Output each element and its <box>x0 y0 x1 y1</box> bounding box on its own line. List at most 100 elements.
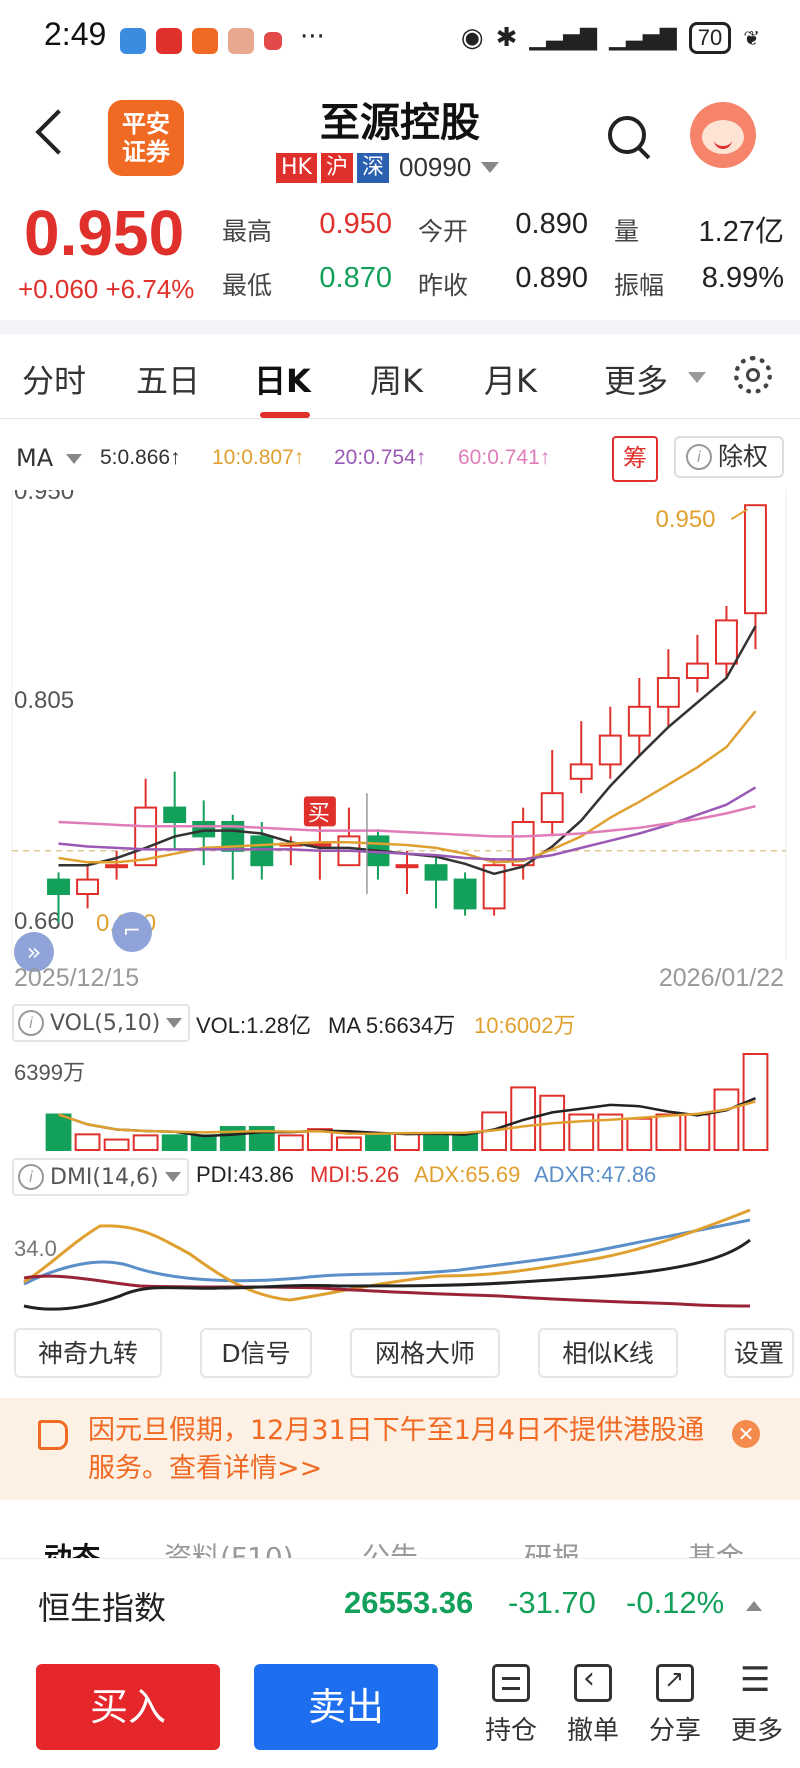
grid-master-button[interactable]: 网格大师 <box>350 1328 500 1378</box>
index-change: -31.70 <box>508 1585 596 1620</box>
quote-panel: 0.950 +0.060 +6.74% 最高 0.950 今开 0.890 量 1.27亿… <box>0 196 800 320</box>
index-value: 26553.36 <box>344 1585 474 1620</box>
ma60-value: 60:0.741↑ <box>458 446 551 469</box>
mdi-line <box>23 1274 751 1308</box>
candle-body <box>105 864 129 869</box>
candle-body <box>598 734 622 766</box>
settings-button[interactable]: 设置 <box>724 1328 794 1378</box>
avatar-app-icon <box>228 28 254 54</box>
volume-chart[interactable]: 6399万 <box>0 1042 800 1152</box>
candle-body <box>569 763 593 780</box>
tag-shanghai: 沪 <box>320 152 353 183</box>
magic-nine-button[interactable]: 神奇九转 <box>14 1328 162 1378</box>
ma5-value: 5:0.866↑ <box>100 446 181 469</box>
vol-ma5: MA 5:6634万 <box>328 1013 456 1038</box>
ma60-line <box>58 804 756 838</box>
adx-line <box>23 1208 751 1302</box>
buy-button[interactable]: 买入 <box>36 1664 220 1750</box>
quote-value: 0.890 <box>515 262 588 294</box>
volume-bar <box>597 1113 624 1151</box>
volume-bar <box>161 1134 188 1151</box>
cancel-order-button[interactable]: 撤单 <box>552 1660 634 1747</box>
candle-body <box>482 864 506 910</box>
stock-name: 至源控股 <box>320 100 480 146</box>
share-icon <box>656 1664 694 1702</box>
vol-selector[interactable]: i VOL(5,10) <box>12 1004 191 1042</box>
d-signal-button[interactable]: D信号 <box>200 1328 312 1378</box>
avatar[interactable] <box>690 102 756 168</box>
vol-value: VOL:1.28亿 <box>196 1013 311 1038</box>
heart-app-icon <box>156 28 182 54</box>
search-icon[interactable] <box>608 116 646 154</box>
tab-daily-k[interactable]: 日K <box>254 362 311 400</box>
candle-body <box>627 705 651 737</box>
tab-five-day[interactable]: 五日 <box>136 362 201 400</box>
volume-bar <box>423 1132 449 1151</box>
chevron-down-icon <box>688 372 706 383</box>
vol-header: i VOL(5,10) VOL:1.28亿 MA 5:6634万 10:6002… <box>0 1002 800 1042</box>
volume-bar <box>626 1117 653 1152</box>
bluetooth-icon: ✱ <box>495 23 518 53</box>
signal-icon: ▁▃▅▇ <box>529 25 598 51</box>
stock-tags[interactable]: HK 沪 深 00990 <box>276 152 500 183</box>
menu-icon <box>738 1660 776 1702</box>
candle-body <box>540 792 564 824</box>
candle-body <box>685 662 709 680</box>
ex-rights-button[interactable]: i 除权 <box>674 436 784 478</box>
quote-value: 8.99% <box>701 262 784 294</box>
trade-action-bar: 买入 卖出 持仓 撤单 分享 更多 <box>0 1650 800 1768</box>
chip-distribution-button[interactable]: 筹 <box>612 436 658 482</box>
reset-view-icon[interactable]: ⌐ <box>112 912 152 952</box>
vol-y-label: 6399万 <box>14 1060 85 1085</box>
price-change: +0.060 +6.74% <box>18 274 195 304</box>
tab-more[interactable]: 更多 <box>604 362 669 400</box>
tab-weekly-k[interactable]: 周K <box>370 362 423 400</box>
candle-body <box>221 821 245 852</box>
volume-bar <box>277 1134 304 1151</box>
share-button[interactable]: 分享 <box>634 1660 716 1747</box>
buy-marker-label: 买 <box>308 800 330 825</box>
dmi-pdi: PDI:43.86 <box>196 1162 294 1187</box>
more-button[interactable]: 更多 <box>716 1660 798 1747</box>
quote-value: 0.950 <box>319 208 392 240</box>
tab-monthly-k[interactable]: 月K <box>484 362 537 400</box>
ma20-value: 20:0.754↑ <box>334 446 427 469</box>
notice-banner[interactable]: 因元旦假期，12月31日下午至1月4日不提供港股通服务。查看详情>> ✕ <box>0 1398 800 1500</box>
stock-code: 00990 <box>399 152 472 182</box>
dmi-selector[interactable]: i DMI(14,6) <box>12 1158 189 1196</box>
sell-button[interactable]: 卖出 <box>254 1664 438 1750</box>
index-ticker[interactable]: 恒生指数 26553.36 -31.70 -0.12% <box>0 1558 800 1652</box>
ma-selector[interactable]: MA <box>16 444 54 472</box>
ma-legend: MA 5:0.866↑ 10:0.807↑ 20:0.754↑ 60:0.741… <box>0 432 800 488</box>
index-change-pct: -0.12% <box>626 1585 725 1620</box>
candle-body <box>656 677 680 708</box>
tag-hk: HK <box>276 152 317 183</box>
volume-bar <box>45 1113 72 1151</box>
ma10-value: 10:0.807↑ <box>212 446 305 469</box>
similar-k-button[interactable]: 相似K线 <box>538 1328 678 1378</box>
expand-left-icon[interactable]: » <box>14 932 54 972</box>
holdings-button[interactable]: 持仓 <box>470 1660 552 1747</box>
chart-end-date: 2026/01/22 <box>658 964 784 992</box>
chart-start-date: 2025/12/15 <box>14 964 140 992</box>
broker-logo[interactable]: 平安 证券 <box>108 100 184 176</box>
quote-value: 0.890 <box>515 208 588 240</box>
candle-body <box>395 864 419 869</box>
notice-text[interactable]: 因元旦假期，12月31日下午至1月4日不提供港股通服务。查看详情>> <box>88 1415 705 1484</box>
dmi-chart[interactable]: 34.0 <box>0 1196 800 1312</box>
chevron-down-icon <box>166 1018 183 1028</box>
cancel-order-icon <box>574 1661 612 1702</box>
tab-intraday[interactable]: 分时 <box>22 362 87 400</box>
close-icon[interactable]: ✕ <box>732 1420 760 1448</box>
calendar-app-icon <box>264 32 282 50</box>
y-axis-label: 0.950 <box>14 490 74 505</box>
volume-bar <box>684 1113 711 1151</box>
gear-icon[interactable] <box>734 356 772 394</box>
volume-bar <box>568 1113 595 1151</box>
y-axis-label: 0.660 <box>14 908 74 935</box>
candle-body <box>192 821 216 838</box>
index-name: 恒生指数 <box>38 1589 167 1627</box>
max-price-label: 0.950 <box>655 506 715 533</box>
chevron-up-icon[interactable] <box>746 1601 762 1611</box>
